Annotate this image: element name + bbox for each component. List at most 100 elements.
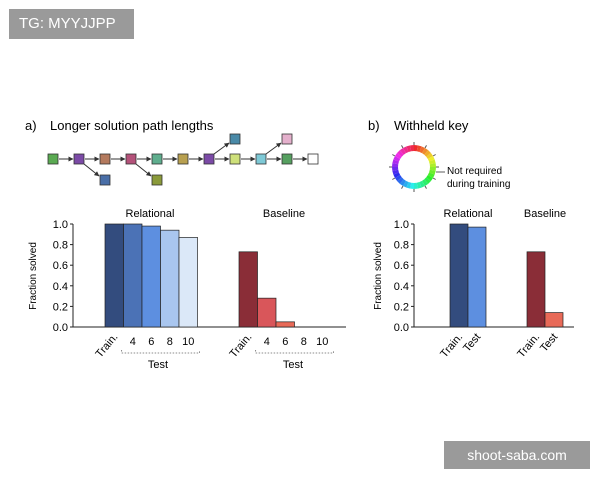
wheel-segment [410,182,414,189]
wheel-tick [401,185,404,189]
wheel-segment [392,167,399,171]
branch-arrow [83,163,100,177]
branch-arrow [135,163,152,177]
bar [238,251,258,328]
path-node [99,153,111,165]
wheel-tick [392,177,396,180]
x-tick-label: 8 [301,336,307,348]
wheel-tick [392,154,396,157]
path-node [151,153,163,165]
bar [178,237,198,328]
chart-a-ylabel: Fraction solved [28,242,39,310]
bar [141,225,161,328]
wheel-segment [406,182,412,189]
wheel-tick [424,185,427,189]
wheel-segment [426,175,434,182]
bar [160,229,180,328]
wheel-segment [393,156,401,162]
wheel-segment [392,163,399,167]
y-tick-label: 0.8 [53,240,68,252]
wheel-tick [424,145,427,149]
wheel-segment [429,169,436,175]
path-node [229,153,241,165]
x-tick-label: 4 [264,336,270,348]
y-tick-label: 0.8 [394,240,409,252]
wheel-segment [393,172,401,178]
branch-node [151,174,163,186]
wheel-segment [414,182,418,189]
branch-arrow [265,142,282,155]
x-tick-label: Train. [228,331,255,360]
wheel-segment [422,179,429,187]
wheel-segment [394,152,402,159]
panel-a-label: a) [25,118,37,133]
branch-node [281,133,293,145]
wheel-segment [419,180,425,188]
x-tick-label: 10 [182,336,194,348]
wheel-segment [399,147,406,155]
bar [544,312,564,328]
channel-tag: TG: MYYJJPP [9,9,134,39]
chart-a-test-label-baseline: Test [283,359,303,371]
test-bracket [255,350,334,354]
wheel-segment [424,177,431,184]
chart-b-group-title-baseline: Baseline [524,208,566,220]
watermark: shoot-saba.com [444,441,590,469]
y-tick-label: 0.0 [394,322,409,334]
wheel-segment [394,175,402,182]
wheel-segment [416,145,422,152]
test-bracket [121,350,200,354]
y-tick-label: 0.6 [53,260,68,272]
wheel-tick [401,145,404,149]
path-node [255,153,267,165]
bar [526,251,546,328]
y-tick-label: 1.0 [394,219,409,231]
wheel-segment [399,179,406,187]
wheel-segment [414,145,418,152]
wheel-segment [429,163,436,167]
wheel-segment [427,172,435,178]
wheel-segment [422,147,429,155]
chart-b-ylabel: Fraction solved [373,242,384,310]
branch-node [99,174,111,186]
path-node [125,153,137,165]
x-tick-label: 8 [167,336,173,348]
y-tick-label: 0.4 [53,281,68,293]
bar [467,226,487,328]
chart-a-group-title-baseline: Baseline [263,208,305,220]
chart-panel-a: Fraction solved Relational Baseline Test… [28,208,346,371]
bar [123,223,143,328]
wheel-segment [427,156,435,162]
chart-panel-b: Fraction solved Relational Baseline 0.0 0… [373,208,574,360]
bar [104,223,124,328]
path-node [203,153,215,165]
wheel-note-line-1: Not required [447,166,502,177]
y-tick-label: 1.0 [53,219,68,231]
wheel-segment [392,169,399,175]
branch-node [229,133,241,145]
bar [449,223,469,328]
path-node [47,153,59,165]
wheel-segment [397,177,404,184]
y-tick-label: 0.2 [53,301,68,313]
wheel-segment [424,150,431,157]
wheel-segment [426,152,434,159]
wheel-tick [432,154,436,157]
panel-b-title: Withheld key [394,118,469,133]
wheel-segment [406,145,412,152]
x-tick-label: 10 [316,336,328,348]
y-tick-label: 0.2 [394,301,409,313]
panel-b-label: b) [368,118,380,133]
chart-b-group-title-relational: Relational [444,208,493,220]
color-wheel-icon [389,142,445,192]
y-tick-label: 0.6 [394,260,409,272]
path-node [307,153,319,165]
wheel-segment [392,159,399,165]
wheel-tick [432,177,436,180]
path-node [281,153,293,165]
panel-a-title: Longer solution path lengths [50,118,214,133]
wheel-segment [410,145,414,152]
wheel-segment [416,182,422,189]
bar [275,321,295,328]
